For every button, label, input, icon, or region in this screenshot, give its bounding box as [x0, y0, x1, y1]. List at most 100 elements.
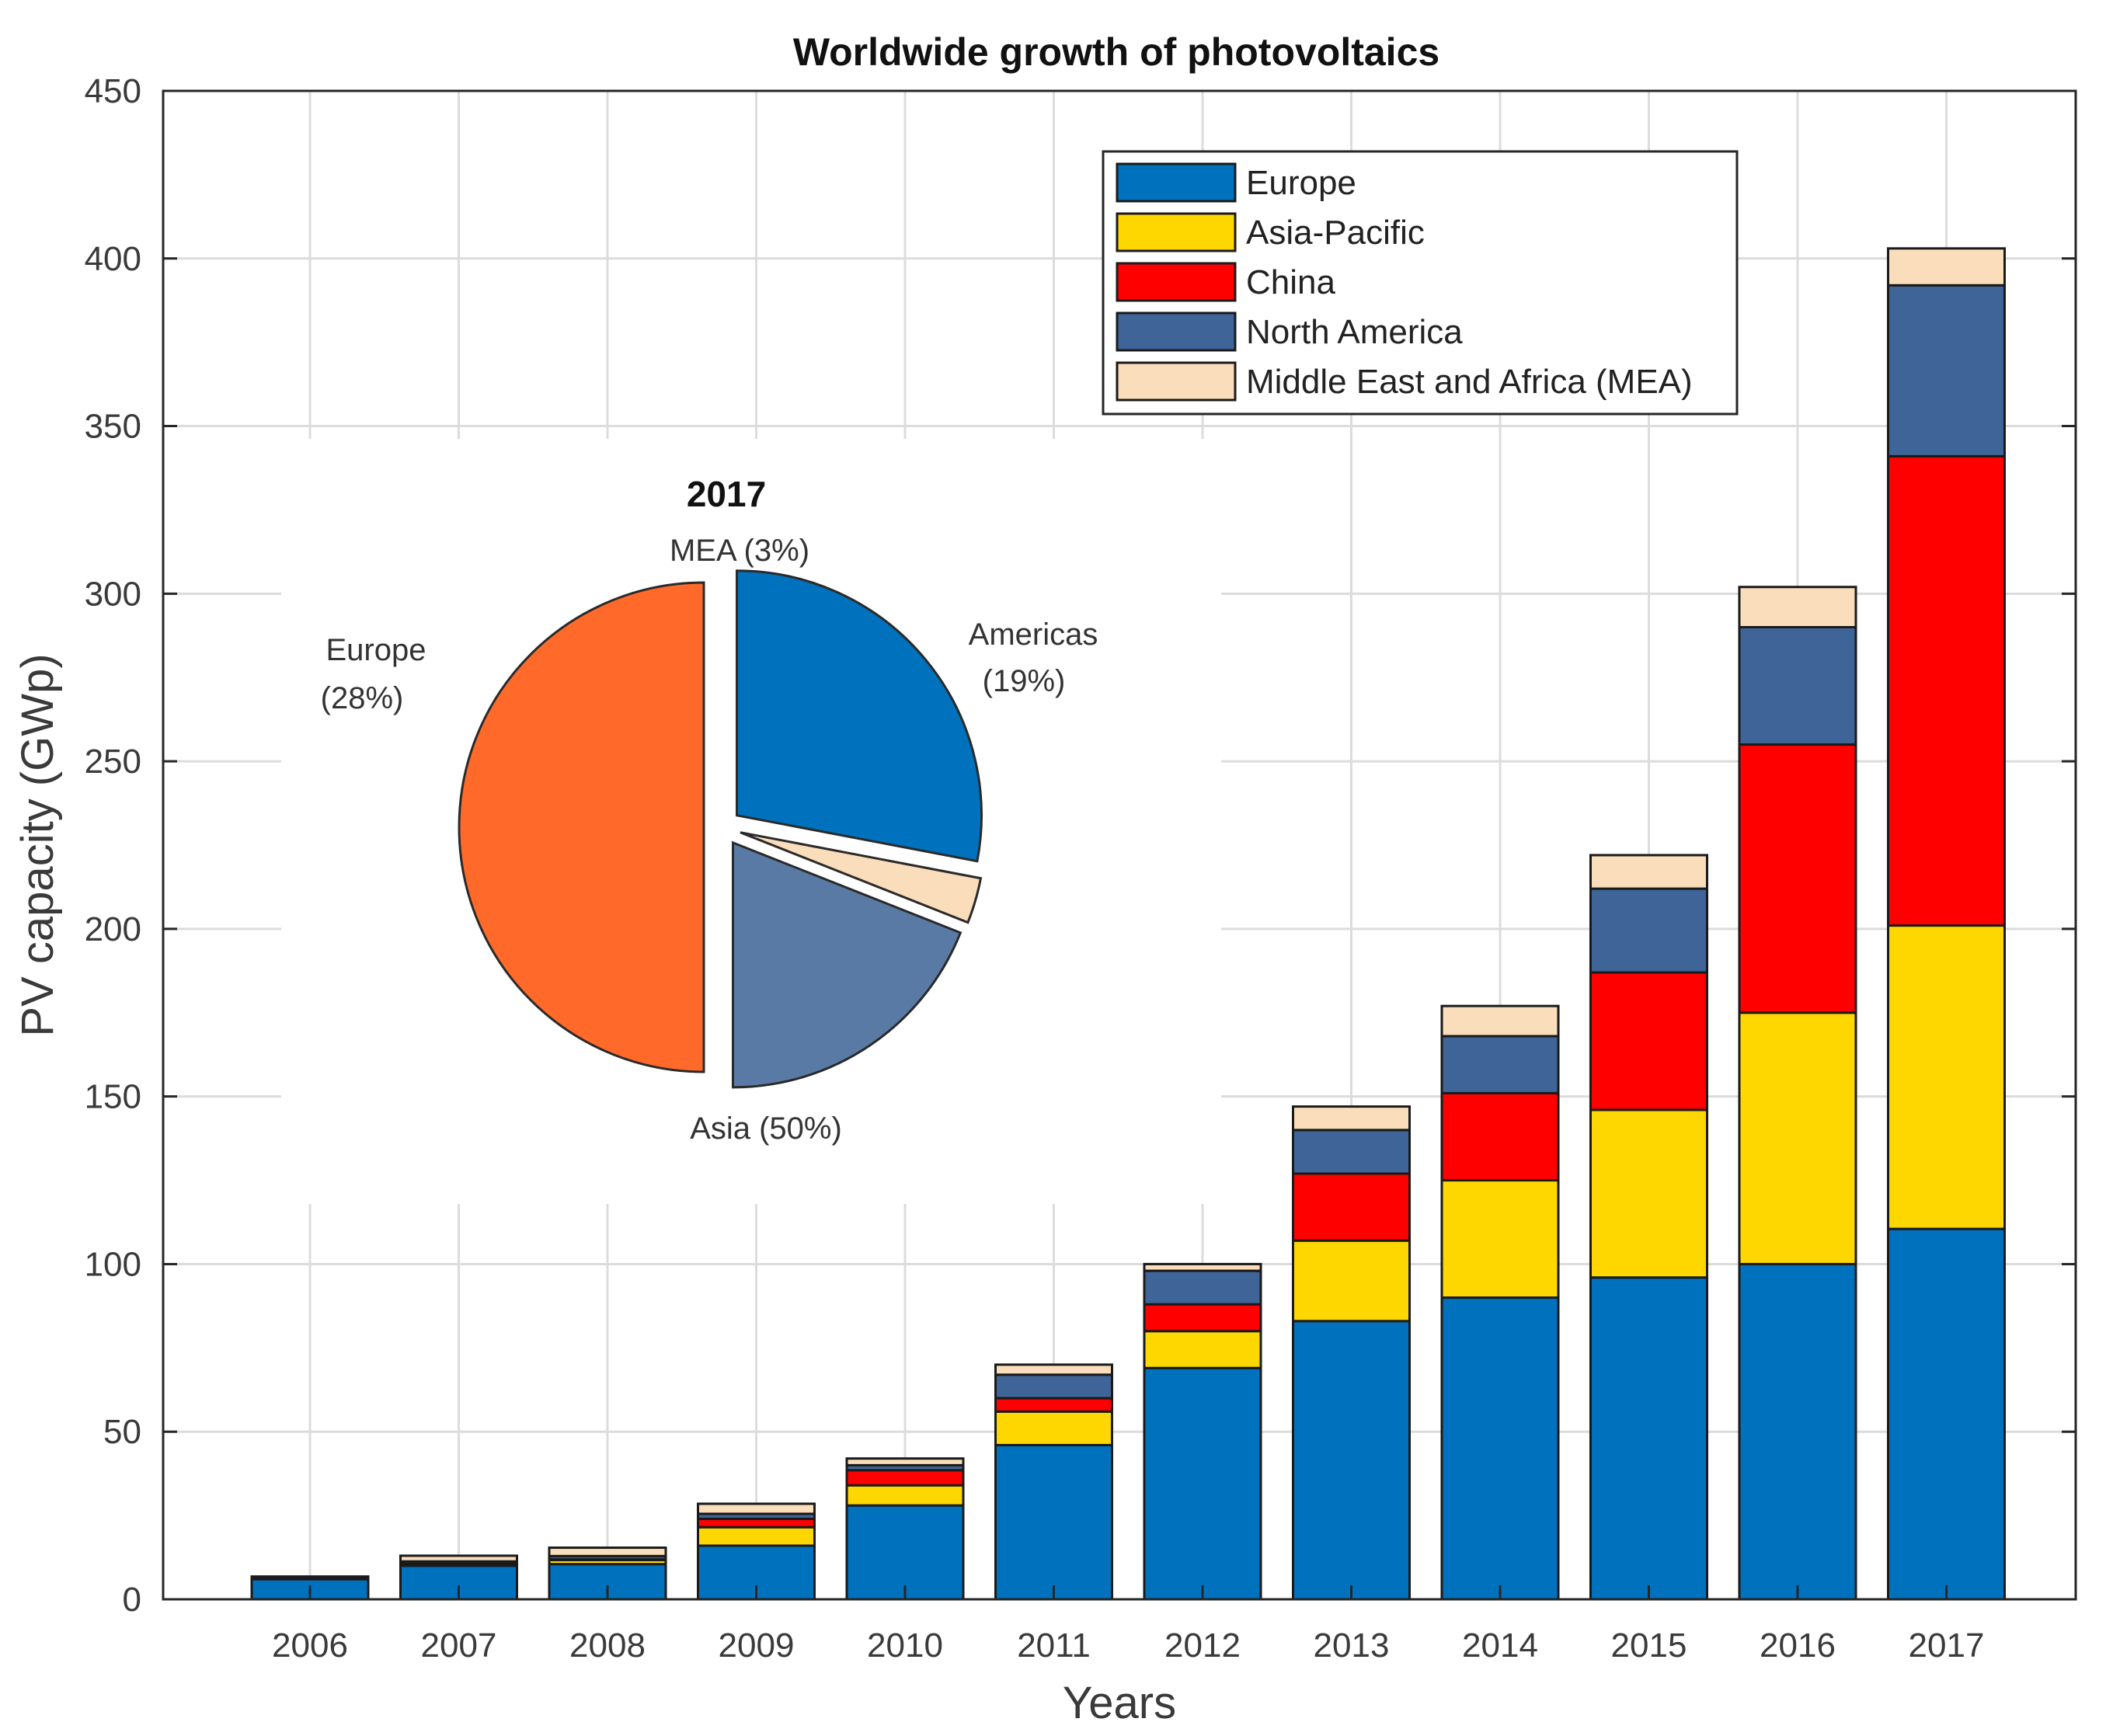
- bar-segment-china-2011: [994, 1397, 1113, 1413]
- y-tick-label: 200: [85, 910, 141, 948]
- y-tick-label: 350: [85, 408, 141, 446]
- bar-segment-asia-pacific-2010: [845, 1484, 965, 1507]
- bar-segment-north-america-2013: [1292, 1129, 1411, 1175]
- y-tick-label: 400: [85, 240, 141, 278]
- x-tick-label: 2016: [1760, 1626, 1836, 1665]
- bar-segment-europe-2014: [1440, 1296, 1560, 1601]
- bar-segment-asia-pacific-2014: [1440, 1179, 1560, 1299]
- x-tick-label: 2009: [719, 1626, 795, 1665]
- bar-segment-asia-pacific-2017: [1887, 924, 2006, 1230]
- bar-segment-middle-east-and-africa-mea-2009: [697, 1502, 816, 1515]
- legend-label-europe: Europe: [1246, 164, 1356, 202]
- pie-label-americas-pct: (19%): [983, 664, 1066, 698]
- pie-slice-asia: [458, 581, 705, 1073]
- y-tick-label: 150: [85, 1078, 141, 1116]
- bar-segment-asia-pacific-2011: [994, 1410, 1113, 1446]
- bar-segment-middle-east-and-africa-mea-2014: [1440, 1004, 1560, 1038]
- bar-segment-europe-2012: [1143, 1366, 1262, 1601]
- bar-segment-middle-east-and-africa-mea-2011: [994, 1363, 1113, 1376]
- legend: Europe Asia-Pacific China North America Midd…: [1102, 150, 1739, 416]
- legend-swatch-north-america: [1116, 311, 1237, 352]
- bar-segment-middle-east-and-africa-mea-2008: [548, 1546, 667, 1557]
- y-tick-label: 300: [85, 575, 141, 613]
- pie-labels: Europe (28%) MEA (3%) Americas (19%) Asi…: [321, 534, 1098, 1146]
- pie-slice-mea: [740, 831, 983, 924]
- bar-segment-china-2016: [1738, 743, 1857, 1014]
- y-tick-label: 50: [103, 1413, 141, 1451]
- bar-segment-china-2014: [1440, 1091, 1560, 1182]
- legend-label-north-america: North America: [1246, 313, 1463, 351]
- y-axis: 0 50 100 150 200 250 300 350 400 450: [85, 72, 2076, 1619]
- legend-label-middle-east-and-africa-mea: Middle East and Africa (MEA): [1246, 363, 1693, 401]
- bar-segment-europe-2017: [1887, 1227, 2006, 1601]
- plot-frame: [162, 89, 2077, 1601]
- bar-segment-middle-east-and-africa-mea-2015: [1589, 854, 1708, 890]
- bar-segment-middle-east-and-africa-mea-2007: [399, 1554, 518, 1563]
- bar-segment-europe-2011: [994, 1443, 1113, 1601]
- x-tick-label: 2008: [569, 1626, 646, 1665]
- bar-segment-europe-2015: [1589, 1276, 1708, 1601]
- x-axis-title: Years: [1063, 1678, 1176, 1728]
- bar-segment-north-america-2017: [1887, 284, 2006, 457]
- legend-label-asia-pacific: Asia-Pacific: [1246, 214, 1425, 252]
- x-axis: 2006 2007 2008 2009 2010 2011 2012 2013 2014 2015…: [272, 1585, 1984, 1665]
- bar-segment-middle-east-and-africa-mea-2017: [1887, 247, 2006, 287]
- x-tick-label: 2015: [1611, 1626, 1687, 1665]
- bar-segment-china-2010: [845, 1469, 965, 1487]
- x-tick-label: 2017: [1909, 1626, 1985, 1665]
- bar-segment-asia-pacific-2009: [697, 1526, 816, 1547]
- x-tick-label: 2013: [1314, 1626, 1390, 1665]
- pie-slices: [458, 569, 983, 1089]
- x-tick-label: 2011: [1017, 1626, 1091, 1665]
- legend-swatch-middle-east-and-africa-mea: [1116, 361, 1237, 402]
- pie-label-asia: Asia (50%): [690, 1112, 842, 1146]
- bar-segment-asia-pacific-2013: [1292, 1239, 1411, 1323]
- y-axis-title: PV capacity (GWp): [12, 653, 63, 1036]
- y-tick-label: 0: [123, 1581, 141, 1619]
- bar-segment-china-2017: [1887, 454, 2006, 927]
- bar-segment-north-america-2015: [1589, 887, 1708, 974]
- pie-label-americas: Americas: [969, 618, 1098, 652]
- bar-segment-middle-east-and-africa-mea-2012: [1143, 1262, 1262, 1272]
- pie-label-europe: Europe: [326, 633, 426, 667]
- chart-title: Worldwide growth of photovoltaics: [793, 30, 1439, 74]
- bar-segment-china-2013: [1292, 1172, 1411, 1242]
- x-tick-label: 2010: [867, 1626, 943, 1665]
- bar-segment-europe-2016: [1738, 1262, 1857, 1601]
- bar-segment-north-america-2011: [994, 1373, 1113, 1400]
- y-tick-label: 450: [85, 72, 141, 110]
- legend-items: Europe Asia-Pacific China North America Midd…: [1116, 162, 1693, 402]
- stacked-bars: [250, 247, 2006, 1601]
- bar-segment-china-2012: [1143, 1303, 1262, 1333]
- bar-segment-north-america-2012: [1143, 1269, 1262, 1306]
- legend-swatch-china: [1116, 262, 1237, 302]
- legend-label-china: China: [1246, 263, 1335, 301]
- bar-segment-asia-pacific-2016: [1738, 1011, 1857, 1265]
- legend-swatch-europe: [1116, 162, 1237, 203]
- y-tick-label: 100: [85, 1245, 141, 1283]
- bar-segment-north-america-2014: [1440, 1035, 1560, 1094]
- bar-segment-europe-2013: [1292, 1320, 1411, 1601]
- pie-title: 2017: [687, 474, 766, 514]
- legend-swatch-asia-pacific: [1116, 212, 1237, 252]
- bar-segment-middle-east-and-africa-mea-2010: [845, 1457, 965, 1466]
- pie-inset: 2017 Europe (28%) MEA (3%) Americas (19%…: [281, 439, 1221, 1204]
- pie-label-europe-pct: (28%): [321, 681, 404, 715]
- x-tick-label: 2007: [421, 1626, 497, 1665]
- pie-slice-europe: [735, 569, 983, 863]
- y-tick-label: 250: [85, 743, 141, 781]
- bar-segment-middle-east-and-africa-mea-2016: [1738, 586, 1857, 628]
- bar-segment-asia-pacific-2015: [1589, 1108, 1708, 1279]
- bar-segment-china-2009: [697, 1517, 816, 1529]
- bar-segment-asia-pacific-2012: [1143, 1330, 1262, 1369]
- pie-slice-americas: [731, 840, 962, 1089]
- pie-label-mea: MEA (3%): [670, 534, 809, 568]
- bar-segment-europe-2010: [845, 1504, 965, 1601]
- bar-segment-north-america-2016: [1738, 625, 1857, 746]
- bar-segment-middle-east-and-africa-mea-2013: [1292, 1105, 1411, 1132]
- bar-segment-china-2015: [1589, 971, 1708, 1112]
- x-tick-label: 2012: [1164, 1626, 1241, 1665]
- x-tick-label: 2014: [1462, 1626, 1538, 1665]
- x-tick-label: 2006: [272, 1626, 348, 1665]
